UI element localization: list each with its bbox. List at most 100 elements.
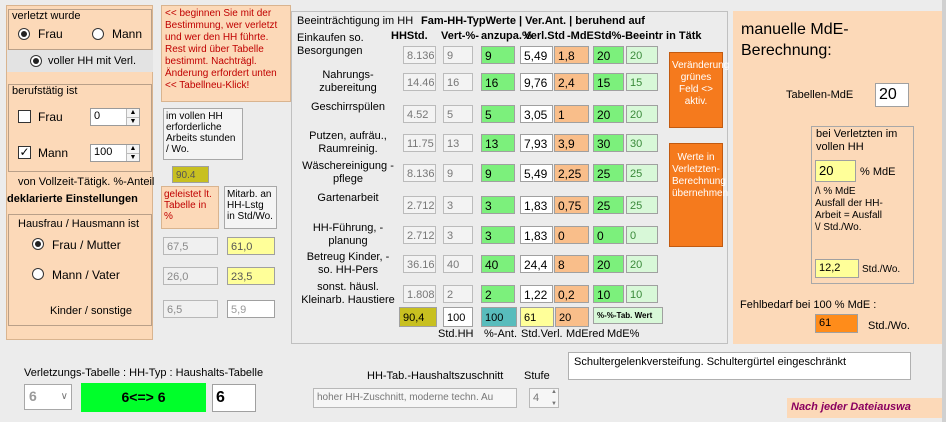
mitarb-label: Mitarb. an HH-Lstg in Std/Wo. xyxy=(224,186,277,229)
haushalts-tabelle-value[interactable]: 6 xyxy=(212,384,256,412)
cell-hhstd: 8.136 xyxy=(403,164,436,182)
chevron-down-icon[interactable]: ∨ xyxy=(60,391,68,402)
down-arrow-icon[interactable]: ▼ xyxy=(126,117,139,125)
cell-mdestd: 0 xyxy=(554,226,589,244)
cell-verlstd: 9,76 xyxy=(520,73,553,91)
cell-anzupa[interactable]: 9 xyxy=(481,164,515,182)
cell-mdestd: 0,75 xyxy=(554,196,589,214)
cell-mde-percent[interactable]: 20 xyxy=(593,255,624,273)
right-scroll-edge xyxy=(942,0,946,422)
cell-anzupa[interactable]: 3 xyxy=(481,196,515,214)
table-row-label: Einkaufen so. Besorgungen xyxy=(297,32,364,57)
cell-mde-percent[interactable]: 10 xyxy=(593,285,624,303)
mann-vater-label: Mann / Vater xyxy=(52,268,120,282)
cell-verlstd: 5,49 xyxy=(520,164,553,182)
cell-anzupa[interactable]: 40 xyxy=(481,255,515,273)
frau-percent-stepper[interactable]: 0 ▲ ▼ xyxy=(90,108,140,126)
berufstaetig-group xyxy=(8,84,152,172)
footer-mde: MdE% xyxy=(607,328,640,340)
cell-beeintr: 20 xyxy=(626,46,658,64)
table-title-left: Beeinträchtigung im HH xyxy=(297,15,414,27)
mann-radio[interactable] xyxy=(92,28,104,40)
toggle-green-field-button[interactable]: Veränderung grünes Feld <> aktiv. xyxy=(669,52,729,128)
cell-anzupa[interactable]: 16 xyxy=(481,73,515,91)
verletzungs-combo[interactable]: 6 ∨ xyxy=(24,384,72,410)
frau-mutter-radio[interactable] xyxy=(32,238,44,250)
up-arrow-icon[interactable]: ▲ xyxy=(126,145,139,153)
table-row-label: HH-Führung, - planung xyxy=(312,222,384,247)
berufstaetig-title: berufstätig ist xyxy=(12,85,78,97)
cell-anzupa[interactable]: 3 xyxy=(481,226,515,244)
cell-vert: 3 xyxy=(443,196,473,214)
table-title-right: Fam-HH-TypWerte | Ver.Ant. | beruhend au… xyxy=(421,15,645,27)
footer-mdered: MdEred xyxy=(566,328,605,340)
mann-percent-stepper[interactable]: 100 ▲ ▼ xyxy=(90,144,140,162)
cell-verlstd: 7,93 xyxy=(520,134,553,152)
frau-radio-label: Frau xyxy=(38,27,63,41)
cell-vert: 3 xyxy=(443,226,473,244)
col-header-beeintr: -%-Beeintr in Tätk xyxy=(608,30,702,42)
mann-checkbox[interactable]: ✓ xyxy=(18,145,31,159)
frau-checkbox-label: Frau xyxy=(38,110,63,124)
sum-verlstd: 61 xyxy=(520,307,554,327)
stunden-label: im vollen HH erforderliche Arbeits stund… xyxy=(163,108,243,160)
stufe-label: Stufe xyxy=(524,370,550,382)
deklariert-label: deklarierte Einstellungen xyxy=(7,193,138,205)
up-arrow-icon[interactable]: ▲ xyxy=(551,389,557,395)
table-row-label: Geschirrspülen xyxy=(311,101,385,113)
frau-checkbox[interactable] xyxy=(18,110,31,123)
cell-mde-percent[interactable]: 20 xyxy=(593,46,624,64)
percent-mann: 26,0 xyxy=(163,267,218,285)
cell-vert: 40 xyxy=(443,255,473,273)
tabellen-mde-value: 20 xyxy=(875,83,909,107)
hausfrau-title: Hausfrau / Hausmann ist xyxy=(18,218,140,230)
cell-mde-percent[interactable]: 20 xyxy=(593,105,624,123)
down-arrow-icon[interactable]: ▼ xyxy=(551,401,557,407)
cell-verlstd: 1,22 xyxy=(520,285,553,303)
std-kinder: 5,9 xyxy=(227,300,275,318)
table-row-label: Putzen, aufräu., Raumreinig. xyxy=(309,130,387,155)
cell-verlstd: 1,83 xyxy=(520,226,553,244)
std-frau: 61,0 xyxy=(227,237,275,255)
fehlbedarf-label: Fehlbedarf bei 100 % MdE : xyxy=(740,299,877,311)
cell-anzupa[interactable]: 9 xyxy=(481,46,515,64)
cell-anzupa[interactable]: 5 xyxy=(481,105,515,123)
cell-mde-percent[interactable]: 30 xyxy=(593,134,624,152)
hh-typ-green-text: 6<=> 6 xyxy=(121,389,166,405)
cell-vert: 9 xyxy=(443,164,473,182)
frau-mutter-label: Frau / Mutter xyxy=(52,238,121,252)
sum-mdestd: 20 xyxy=(555,307,589,327)
sum-anzupa: 100 xyxy=(481,307,517,327)
cell-mde-percent[interactable]: 25 xyxy=(593,164,624,182)
mde-percent-input[interactable]: 20 xyxy=(815,160,856,182)
frau-radio[interactable] xyxy=(18,28,30,40)
table-row-label: Wäschereinigung - pflege xyxy=(302,160,394,185)
table-row-label: sonst. häusl. Kleinarb. Haustiere xyxy=(301,281,395,306)
cell-anzupa[interactable]: 2 xyxy=(481,285,515,303)
up-arrow-icon[interactable]: ▲ xyxy=(126,109,139,117)
zuschnitt-select[interactable]: hoher HH-Zuschnitt, moderne techn. Au xyxy=(313,388,517,408)
zuschnitt-select-value: hoher HH-Zuschnitt, moderne techn. Au xyxy=(317,392,494,403)
ausfall-text: /\ % MdE Ausfall der HH-Arbeit = Ausfall… xyxy=(815,186,883,233)
stufe-stepper[interactable]: 4 ▲ ▼ xyxy=(529,388,559,408)
std-mann: 23,5 xyxy=(227,267,275,285)
stufe-value: 4 xyxy=(533,392,540,404)
apply-values-button[interactable]: Werte in Verletzten- Berechnung übernehm… xyxy=(669,143,728,247)
cell-vert: 9 xyxy=(443,46,473,64)
cell-mdestd: 2,4 xyxy=(554,73,589,91)
table-frame xyxy=(291,11,728,344)
cell-mde-percent[interactable]: 15 xyxy=(593,73,624,91)
cell-beeintr: 15 xyxy=(626,73,658,91)
cell-hhstd: 2.712 xyxy=(403,226,436,244)
down-arrow-icon[interactable]: ▼ xyxy=(126,153,139,161)
cell-verlstd: 1,83 xyxy=(520,196,553,214)
verletzungs-label: Verletzungs-Tabelle : HH-Typ : Haushalts… xyxy=(24,367,264,379)
diagnosis-field[interactable]: Schultergelenkversteifung. Schultergürte… xyxy=(568,352,911,380)
cell-mde-percent[interactable]: 0 xyxy=(593,226,624,244)
mann-vater-radio[interactable] xyxy=(32,268,44,280)
cell-verlstd: 5,49 xyxy=(520,46,553,64)
voller-hh-radio[interactable] xyxy=(30,55,42,67)
cell-anzupa[interactable]: 13 xyxy=(481,134,515,152)
cell-mde-percent[interactable]: 25 xyxy=(593,196,624,214)
col-header-mdestd: -MdEStd xyxy=(567,30,612,42)
